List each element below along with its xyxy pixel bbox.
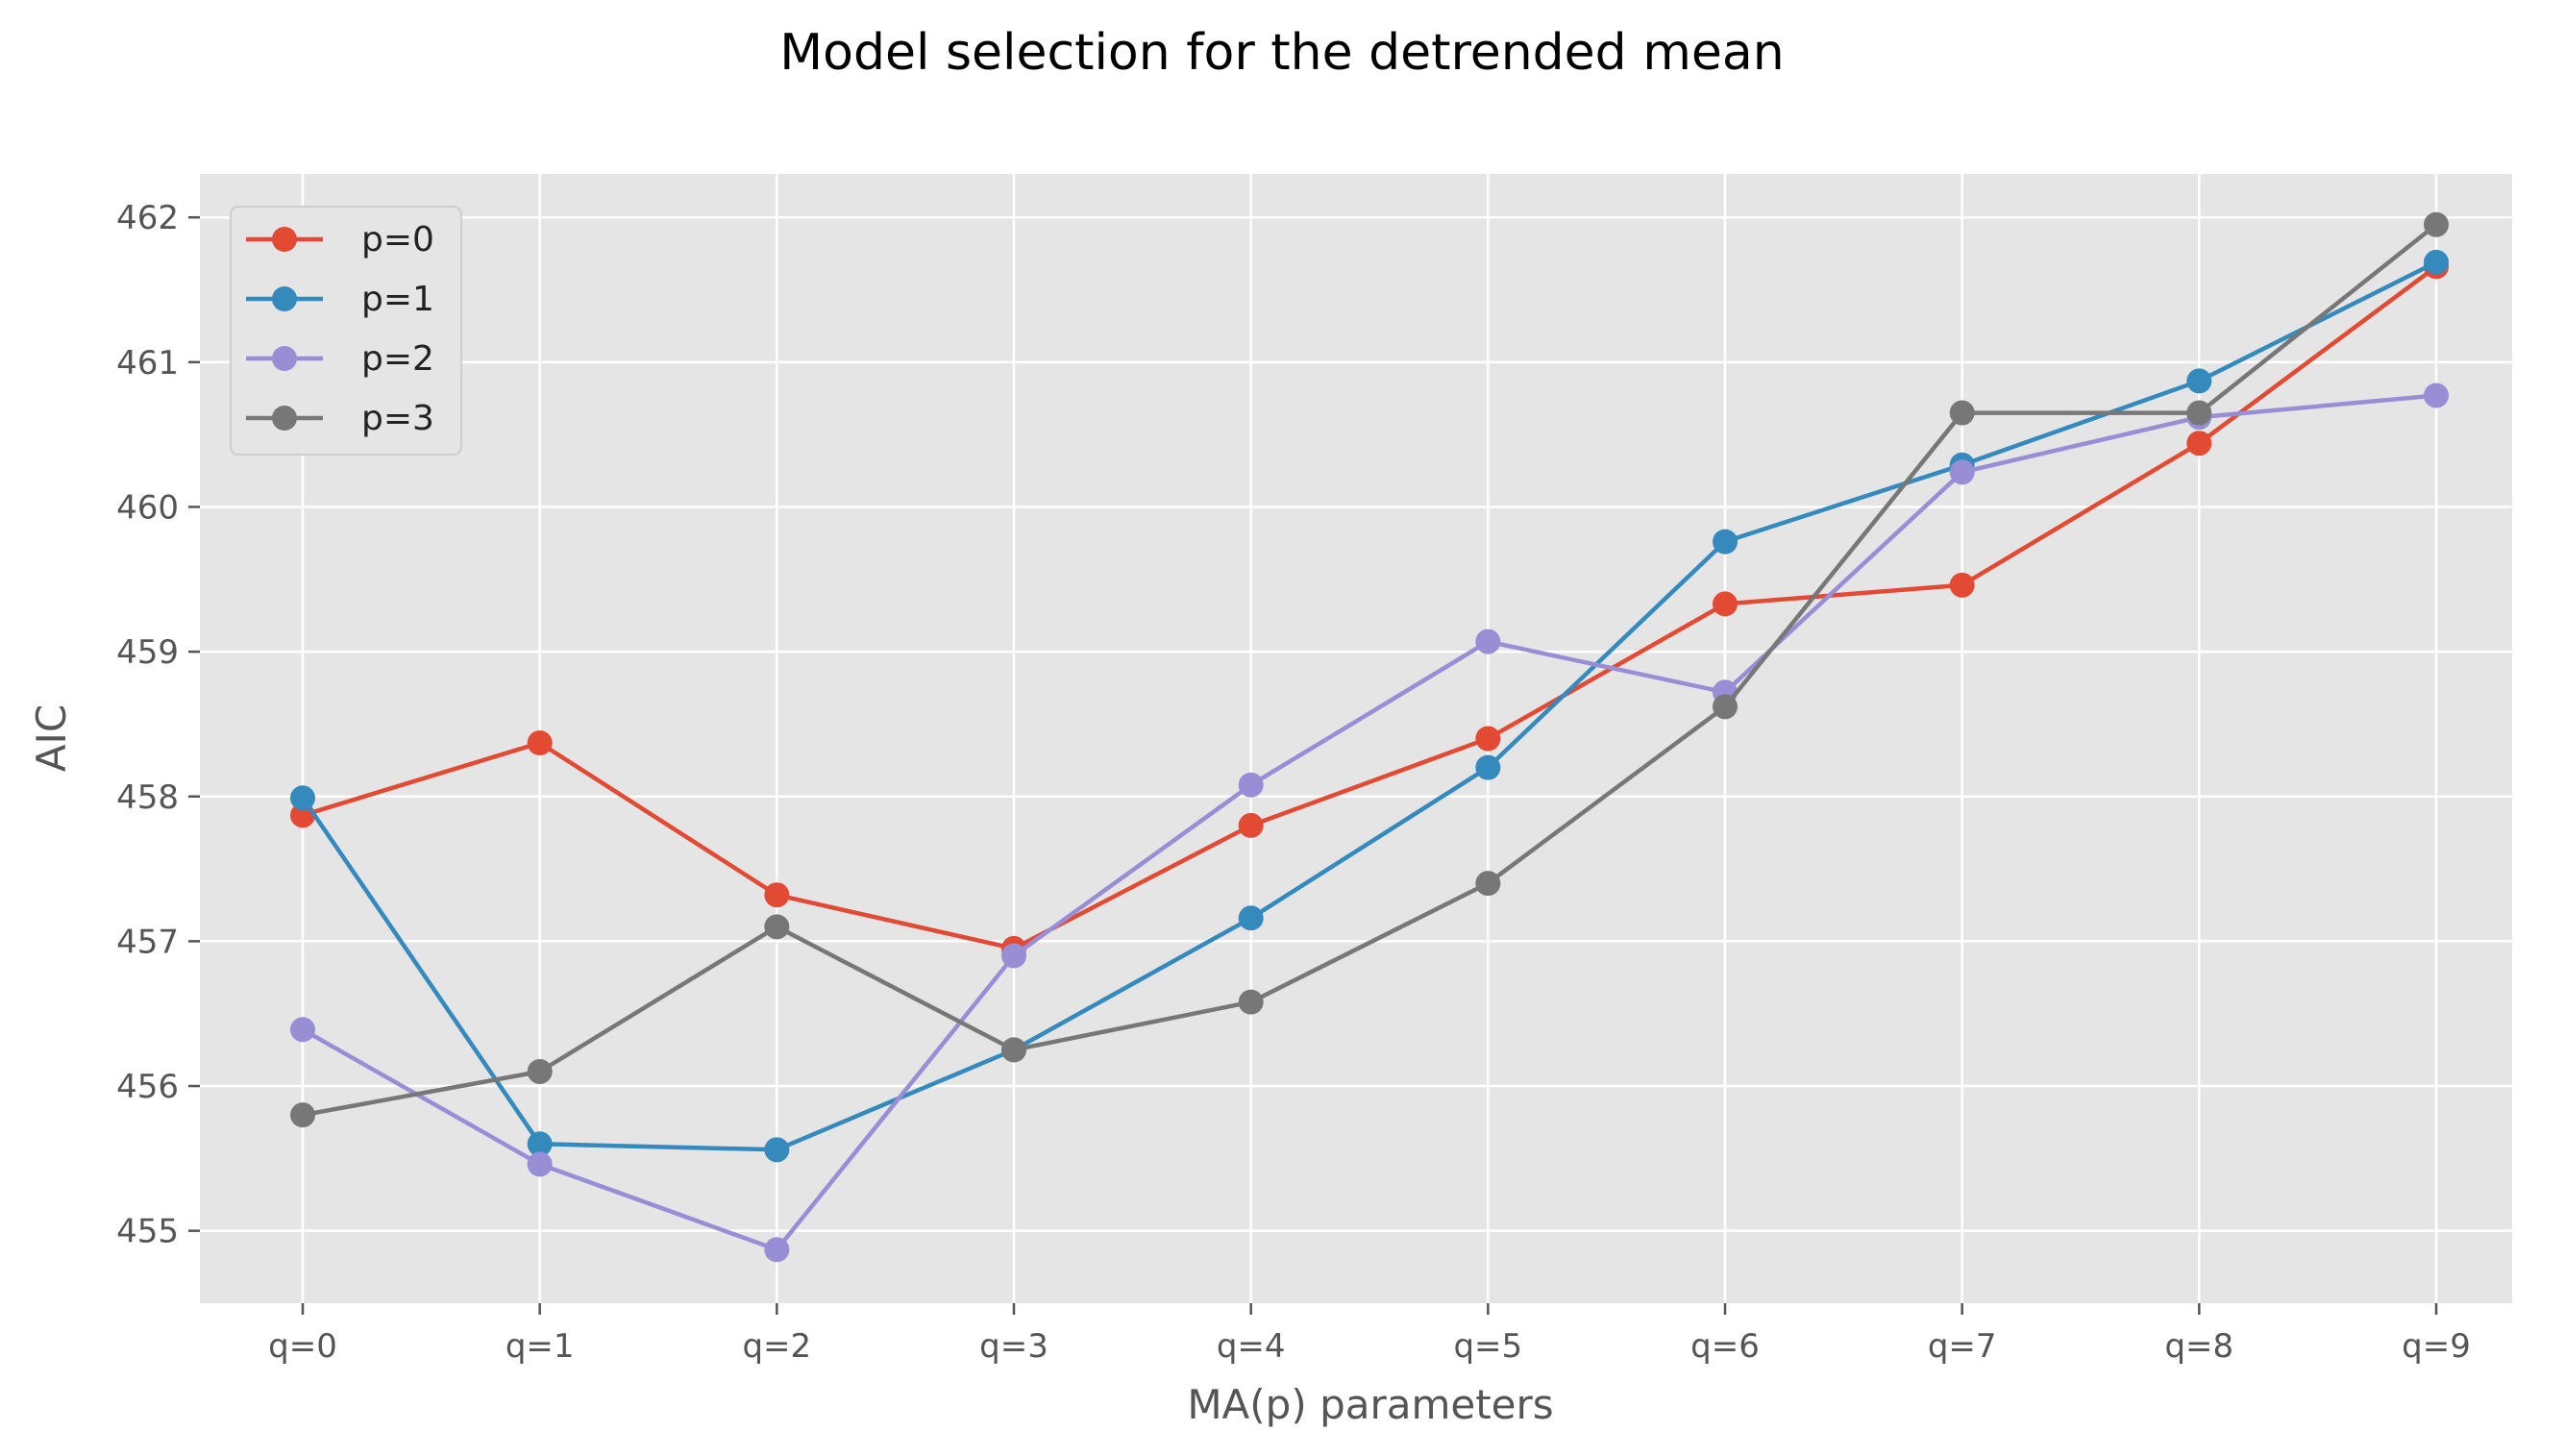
y-tick-label: 460 [116, 488, 179, 527]
data-point [1475, 871, 1501, 897]
data-point [2186, 431, 2212, 457]
data-point [2186, 368, 2212, 394]
grid-lines [200, 174, 2512, 1303]
x-tick-label: q=0 [268, 1327, 337, 1366]
data-point [290, 785, 315, 811]
data-point [1949, 459, 1975, 485]
y-axis-label: AIC [28, 704, 75, 772]
series-p=3 [290, 211, 2449, 1128]
series-line [302, 264, 2438, 951]
x-tick-label: q=8 [2164, 1327, 2233, 1366]
y-tick-label: 455 [116, 1213, 179, 1251]
legend-label: p=0 [361, 220, 434, 259]
data-point [1001, 1037, 1026, 1063]
data-point [1238, 989, 1264, 1015]
x-tick-label: q=7 [1928, 1327, 1997, 1366]
legend-item: p=1 [246, 280, 434, 319]
data-point [2424, 211, 2449, 237]
legend-label: p=1 [361, 280, 434, 319]
chart-title: Model selection for the detrended mean [779, 24, 1784, 82]
data-point [1001, 943, 1026, 969]
x-tick-label: q=1 [506, 1327, 575, 1366]
data-point [764, 914, 790, 940]
legend-item: p=3 [246, 399, 434, 438]
data-point [1713, 591, 1738, 617]
data-point [1949, 400, 1975, 426]
legend-swatch-marker [272, 406, 297, 431]
series-line [301, 259, 2438, 1152]
data-point [764, 1237, 790, 1263]
data-point [2424, 249, 2449, 275]
y-tick-labels: 455 456 457 458 459 460 461 462 [116, 199, 200, 1251]
data-point [1713, 694, 1738, 720]
data-point [1475, 726, 1501, 752]
series-lines [290, 211, 2449, 1263]
data-point [527, 730, 553, 756]
legend-label: p=3 [361, 399, 434, 438]
data-point [764, 882, 790, 908]
data-point [290, 1017, 315, 1043]
y-tick-label: 461 [116, 344, 179, 383]
data-point [527, 1151, 553, 1177]
y-tick-label: 456 [116, 1068, 179, 1106]
data-point [1475, 629, 1501, 654]
data-point [527, 1058, 553, 1084]
data-point [2424, 383, 2449, 408]
series-line [302, 222, 2438, 1118]
data-point [1713, 529, 1738, 555]
data-point [290, 1102, 315, 1128]
data-point [1238, 772, 1264, 798]
x-tick-labels: q=0 q=1 q=2 q=3 q=4 q=5 q=6 q=7 q=8 q=9 [268, 1303, 2471, 1366]
y-tick-label: 457 [116, 923, 179, 961]
series-line [301, 393, 2437, 1252]
legend-swatch-marker [272, 227, 297, 252]
legend-item: p=0 [246, 220, 434, 259]
x-tick-label: q=9 [2402, 1327, 2471, 1366]
data-point [1949, 572, 1975, 598]
legend: p=0 p=1 p=2 p=3 [230, 206, 462, 456]
data-point [527, 1131, 553, 1157]
x-tick-label: q=2 [742, 1327, 811, 1366]
x-axis-label: MA(p) parameters [1187, 1381, 1553, 1428]
legend-box [230, 206, 462, 456]
y-tick-label: 462 [116, 199, 179, 237]
x-tick-label: q=6 [1690, 1327, 1760, 1366]
y-tick-label: 458 [116, 778, 179, 817]
x-tick-label: q=3 [979, 1327, 1048, 1366]
data-point [1475, 754, 1501, 780]
data-point [1238, 905, 1264, 931]
data-point [764, 1137, 790, 1163]
legend-swatch-marker [272, 286, 297, 311]
data-point [1238, 812, 1264, 838]
legend-swatch-marker [272, 346, 297, 371]
legend-item: p=2 [246, 339, 434, 379]
x-tick-label: q=5 [1453, 1327, 1522, 1366]
y-tick-label: 459 [116, 633, 179, 672]
x-tick-label: q=4 [1217, 1327, 1286, 1366]
legend-label: p=2 [361, 339, 434, 379]
data-point [2186, 400, 2212, 426]
